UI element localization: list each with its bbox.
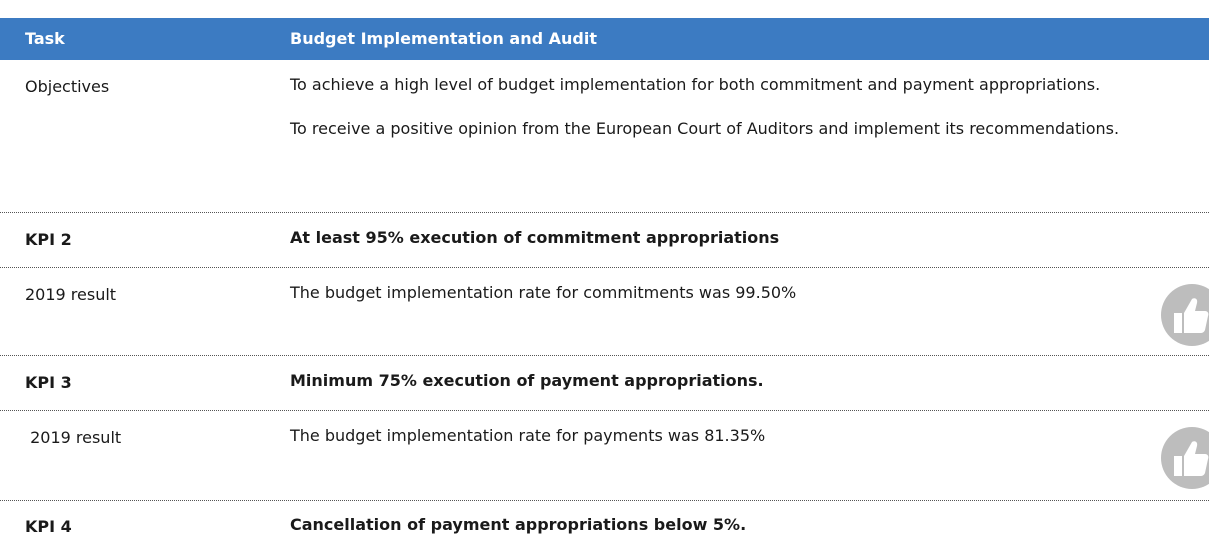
table-row: KPI 3 Minimum 75% execution of payment a… bbox=[0, 356, 1209, 411]
row-text: Cancellation of payment appropriations b… bbox=[290, 509, 1175, 553]
paragraph: Minimum 75% execution of payment appropr… bbox=[290, 371, 764, 390]
row-text: At least 95% execution of commitment app… bbox=[290, 222, 1175, 266]
row-label: KPI 4 bbox=[25, 517, 72, 536]
paragraph: The budget implementation rate for payme… bbox=[290, 426, 766, 445]
row-text: The budget implementation rate for payme… bbox=[290, 420, 1175, 464]
row-label: Objectives bbox=[25, 77, 110, 96]
row-label: 2019 result bbox=[25, 428, 122, 447]
table-row: KPI 4 Cancellation of payment appropriat… bbox=[0, 501, 1209, 543]
table-row: 2019 result The budget implementation ra… bbox=[0, 268, 1209, 356]
table-row: Objectives To achieve a high level of bu… bbox=[0, 60, 1209, 213]
table-row: KPI 2 At least 95% execution of commitme… bbox=[0, 213, 1209, 268]
paragraph: To achieve a high level of budget implem… bbox=[290, 75, 1101, 94]
header-cell: Task bbox=[25, 29, 65, 48]
paragraph: The budget implementation rate for commi… bbox=[290, 283, 797, 302]
table-row: 2019 result The budget implementation ra… bbox=[0, 411, 1209, 501]
paragraph: To receive a positive opinion from the E… bbox=[290, 119, 1120, 138]
row-text: Minimum 75% execution of payment appropr… bbox=[290, 365, 1175, 409]
row-text: To achieve a high level of budget implem… bbox=[290, 69, 1175, 157]
row-label: 2019 result bbox=[25, 285, 117, 304]
thumbs-up-icon bbox=[1161, 284, 1209, 346]
row-text: The budget implementation rate for commi… bbox=[290, 277, 1175, 321]
paragraph: At least 95% execution of commitment app… bbox=[290, 228, 780, 247]
table-header: Task Budget Implementation and Audit bbox=[0, 18, 1209, 60]
row-label: KPI 3 bbox=[25, 373, 72, 392]
row-label: KPI 2 bbox=[25, 230, 72, 249]
thumbs-up-icon bbox=[1161, 427, 1209, 489]
paragraph: Cancellation of payment appropriations b… bbox=[290, 515, 747, 534]
header-cell: Budget Implementation and Audit bbox=[290, 29, 597, 48]
